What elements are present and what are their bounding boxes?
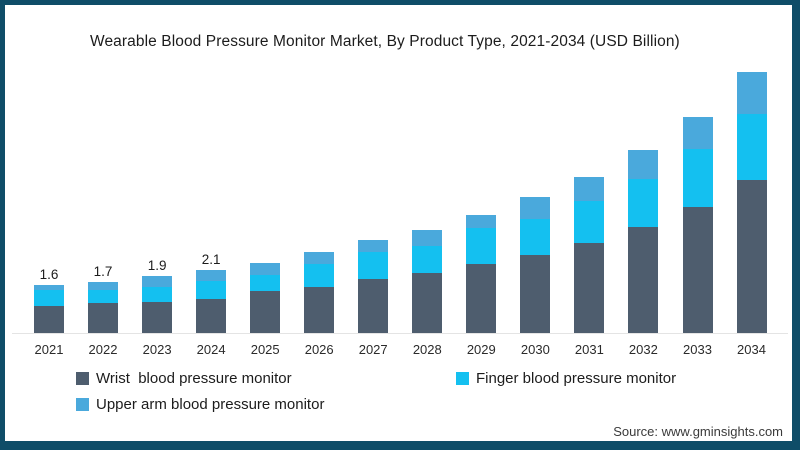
bar-segment bbox=[628, 150, 659, 179]
bar-segment bbox=[304, 286, 335, 333]
x-axis-label: 2033 bbox=[683, 342, 712, 357]
legend-label-upper-arm: Upper arm blood pressure monitor bbox=[96, 396, 325, 413]
legend-swatch-wrist bbox=[76, 372, 89, 385]
bar-segment bbox=[412, 246, 443, 273]
x-axis-label: 2025 bbox=[250, 342, 280, 357]
x-axis-label: 2027 bbox=[358, 342, 388, 357]
x-axis-label: 2023 bbox=[142, 342, 172, 357]
legend-item-wrist: Wrist blood pressure monitor bbox=[76, 370, 292, 387]
bar-value-label: 1.6 bbox=[39, 267, 59, 282]
bar-segment bbox=[304, 252, 335, 264]
source-attribution: Source: www.gminsights.com bbox=[613, 424, 783, 439]
bar-segment bbox=[412, 273, 443, 333]
bar-segment bbox=[34, 289, 64, 306]
stacked-bar-2033 bbox=[682, 117, 713, 333]
chart-title: Wearable Blood Pressure Monitor Market, … bbox=[90, 33, 680, 50]
legend-label-finger: Finger blood pressure monitor bbox=[476, 370, 677, 387]
legend-label-wrist: Wrist blood pressure monitor bbox=[96, 370, 292, 387]
stacked-bar-2021 bbox=[34, 285, 64, 333]
bar-segment bbox=[682, 148, 713, 207]
x-axis-label: 2028 bbox=[412, 342, 442, 357]
stacked-bar-2025 bbox=[250, 262, 281, 333]
x-axis-label: 2030 bbox=[520, 342, 550, 357]
bar-segment bbox=[520, 196, 551, 219]
bar-segment bbox=[466, 214, 497, 228]
x-axis-label: 2031 bbox=[574, 342, 604, 357]
bar-segment bbox=[736, 72, 767, 114]
bar-segment bbox=[142, 276, 173, 287]
x-axis-label: 2024 bbox=[196, 342, 226, 357]
bar-segment bbox=[196, 298, 227, 333]
x-axis-label: 2029 bbox=[466, 342, 496, 357]
bar-segment bbox=[88, 303, 118, 333]
bar-segment bbox=[574, 177, 605, 201]
bar-segment bbox=[412, 229, 443, 246]
bar-segment bbox=[196, 280, 227, 299]
bar-segment bbox=[250, 274, 281, 291]
bar-segment bbox=[736, 180, 767, 333]
bar-segment bbox=[682, 117, 713, 149]
bar-segment bbox=[520, 219, 551, 255]
stacked-bar-2030 bbox=[520, 196, 551, 333]
bar-segment bbox=[196, 270, 227, 281]
stacked-bar-2032 bbox=[628, 150, 659, 333]
stacked-bar-2027 bbox=[358, 240, 389, 333]
x-axis-label: 2022 bbox=[88, 342, 118, 357]
bar-value-label: 2.1 bbox=[201, 252, 221, 267]
bar-segment bbox=[574, 201, 605, 243]
x-axis-label: 2026 bbox=[304, 342, 334, 357]
bar-segment bbox=[358, 240, 389, 252]
bar-segment bbox=[142, 286, 173, 302]
legend-swatch-upper-arm bbox=[76, 398, 89, 411]
legend-item-upper-arm: Upper arm blood pressure monitor bbox=[76, 396, 324, 413]
stacked-bar-2026 bbox=[304, 252, 335, 333]
bar-segment bbox=[250, 291, 281, 333]
bar-segment bbox=[628, 178, 659, 227]
stacked-bar-2023 bbox=[142, 276, 173, 333]
bar-segment bbox=[34, 285, 64, 290]
x-axis-line bbox=[12, 333, 788, 334]
bar-segment bbox=[520, 255, 551, 333]
stacked-bar-2022 bbox=[88, 282, 118, 333]
stacked-bar-2024 bbox=[196, 270, 227, 333]
bar-segment bbox=[358, 279, 389, 333]
bar-segment bbox=[682, 207, 713, 333]
bar-segment bbox=[628, 226, 659, 333]
bar-segment bbox=[142, 301, 173, 333]
bar-segment bbox=[466, 228, 497, 264]
x-axis-label: 2032 bbox=[628, 342, 658, 357]
stacked-bar-2034 bbox=[736, 72, 767, 333]
stacked-bar-2028 bbox=[412, 229, 443, 333]
bar-segment bbox=[34, 306, 64, 333]
bar-value-label: 1.9 bbox=[147, 258, 167, 273]
bar-value-label: 1.7 bbox=[93, 264, 113, 279]
bar-segment bbox=[736, 114, 767, 180]
bar-segment bbox=[358, 252, 389, 279]
legend-item-finger: Finger blood pressure monitor bbox=[456, 370, 676, 387]
x-axis-label: 2021 bbox=[34, 342, 64, 357]
x-axis-label: 2034 bbox=[737, 342, 766, 357]
bar-segment bbox=[88, 282, 118, 290]
bar-segment bbox=[574, 243, 605, 333]
stacked-bar-2031 bbox=[574, 177, 605, 333]
legend-swatch-finger bbox=[456, 372, 469, 385]
bar-segment bbox=[304, 264, 335, 287]
stacked-bar-2029 bbox=[466, 214, 497, 333]
bar-segment bbox=[466, 264, 497, 333]
bar-segment bbox=[250, 262, 281, 275]
bar-segment bbox=[88, 289, 118, 303]
